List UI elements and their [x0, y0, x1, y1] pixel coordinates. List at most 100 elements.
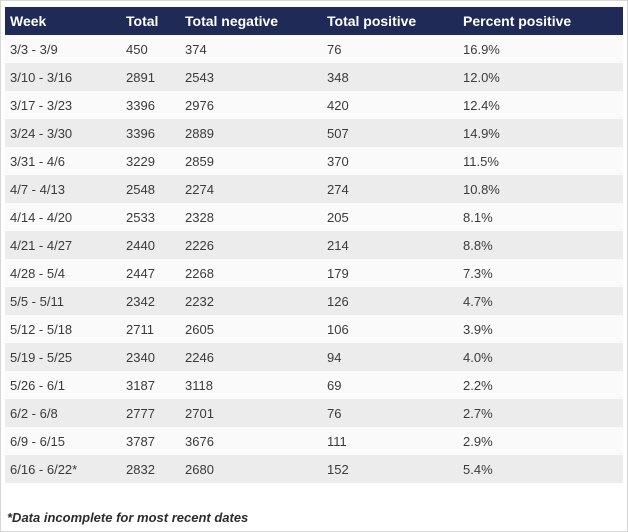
cell-total-negative: 2543 — [185, 69, 214, 85]
cell-total: 2548 — [126, 181, 155, 197]
cell-total-negative: 2889 — [185, 125, 214, 141]
cell-percent-positive: 5.4% — [463, 461, 493, 477]
cell-total: 2533 — [126, 209, 155, 225]
table-row: 3/10 - 3/16 2891 2543 348 12.0% — [5, 63, 623, 91]
cell-total-negative: 2246 — [185, 349, 214, 365]
footnote: *Data incomplete for most recent dates — [7, 510, 249, 525]
cell-week: 5/19 - 5/25 — [10, 349, 73, 365]
table-row: 6/9 - 6/15 3787 3676 111 2.9% — [5, 427, 623, 455]
cell-total-negative: 2605 — [185, 321, 214, 337]
table-row: 3/24 - 3/30 3396 2889 507 14.9% — [5, 119, 623, 147]
cell-week: 5/26 - 6/1 — [10, 377, 65, 393]
header-week: Week — [10, 13, 47, 29]
cell-total: 2447 — [126, 265, 155, 281]
cell-total: 2832 — [126, 461, 155, 477]
cell-total: 3396 — [126, 125, 155, 141]
cell-total-negative: 2232 — [185, 293, 214, 309]
cell-total-negative: 2328 — [185, 209, 214, 225]
cell-percent-positive: 10.8% — [463, 181, 500, 197]
table-header-row: Week Total Total negative Total positive… — [5, 7, 623, 35]
cell-week: 3/24 - 3/30 — [10, 125, 73, 141]
cell-total: 3187 — [126, 377, 155, 393]
cell-total-negative: 2701 — [185, 405, 214, 421]
cell-total-negative: 2268 — [185, 265, 214, 281]
cell-week: 4/28 - 5/4 — [10, 265, 65, 281]
table-row: 5/5 - 5/11 2342 2232 126 4.7% — [5, 287, 623, 315]
cell-total-positive: 420 — [327, 97, 349, 113]
header-total-positive: Total positive — [327, 13, 417, 29]
table-row: 3/31 - 4/6 3229 2859 370 11.5% — [5, 147, 623, 175]
cell-total: 2440 — [126, 237, 155, 253]
cell-week: 3/10 - 3/16 — [10, 69, 73, 85]
cell-total: 2891 — [126, 69, 155, 85]
table-row: 5/26 - 6/1 3187 3118 69 2.2% — [5, 371, 623, 399]
table-row: 3/17 - 3/23 3396 2976 420 12.4% — [5, 91, 623, 119]
cell-week: 6/2 - 6/8 — [10, 405, 58, 421]
cell-week: 6/9 - 6/15 — [10, 433, 65, 449]
cell-percent-positive: 4.7% — [463, 293, 493, 309]
cell-week: 3/17 - 3/23 — [10, 97, 73, 113]
cell-total-positive: 76 — [327, 41, 342, 57]
table-row: 3/3 - 3/9 450 374 76 16.9% — [5, 35, 623, 63]
cell-total-positive: 507 — [327, 125, 349, 141]
cell-total-negative: 2859 — [185, 153, 214, 169]
cell-week: 3/3 - 3/9 — [10, 41, 58, 57]
cell-percent-positive: 12.0% — [463, 69, 500, 85]
table-row: 4/28 - 5/4 2447 2268 179 7.3% — [5, 259, 623, 287]
cell-total-negative: 3676 — [185, 433, 214, 449]
table-row: 5/12 - 5/18 2711 2605 106 3.9% — [5, 315, 623, 343]
table-row: 4/21 - 4/27 2440 2226 214 8.8% — [5, 231, 623, 259]
cell-total-negative: 2274 — [185, 181, 214, 197]
cell-total: 3396 — [126, 97, 155, 113]
cell-total: 2777 — [126, 405, 155, 421]
cell-week: 5/5 - 5/11 — [10, 293, 64, 309]
header-percent-positive: Percent positive — [463, 13, 572, 29]
cell-week: 6/16 - 6/22* — [10, 461, 78, 477]
cell-week: 4/21 - 4/27 — [10, 237, 73, 253]
table-row: 4/7 - 4/13 2548 2274 274 10.8% — [5, 175, 623, 203]
cell-week: 5/12 - 5/18 — [10, 321, 73, 337]
cell-percent-positive: 8.1% — [463, 209, 493, 225]
cell-total-positive: 214 — [327, 237, 349, 253]
cell-total-positive: 126 — [327, 293, 349, 309]
cell-total-negative: 2976 — [185, 97, 214, 113]
cell-total-negative: 3118 — [185, 377, 213, 393]
weekly-test-results-table: Week Total Total negative Total positive… — [5, 7, 623, 483]
cell-percent-positive: 2.9% — [463, 433, 493, 449]
cell-percent-positive: 4.0% — [463, 349, 493, 365]
table-row: 5/19 - 5/25 2340 2246 94 4.0% — [5, 343, 623, 371]
table-row: 4/14 - 4/20 2533 2328 205 8.1% — [5, 203, 623, 231]
cell-total: 450 — [126, 41, 148, 57]
cell-total-positive: 348 — [327, 69, 349, 85]
cell-total-positive: 274 — [327, 181, 349, 197]
cell-total-positive: 94 — [327, 349, 342, 365]
header-total: Total — [126, 13, 159, 29]
cell-total-negative: 374 — [185, 41, 207, 57]
cell-percent-positive: 7.3% — [463, 265, 493, 281]
cell-total-positive: 152 — [327, 461, 349, 477]
cell-total: 3787 — [126, 433, 155, 449]
cell-total-positive: 179 — [327, 265, 349, 281]
cell-total-positive: 370 — [327, 153, 349, 169]
cell-total-negative: 2226 — [185, 237, 214, 253]
cell-week: 4/14 - 4/20 — [10, 209, 73, 225]
table-row: 6/2 - 6/8 2777 2701 76 2.7% — [5, 399, 623, 427]
cell-percent-positive: 2.2% — [463, 377, 493, 393]
cell-total: 2340 — [126, 349, 155, 365]
table-row: 6/16 - 6/22* 2832 2680 152 5.4% — [5, 455, 623, 483]
header-total-negative: Total negative — [185, 13, 279, 29]
cell-total-negative: 2680 — [185, 461, 214, 477]
cell-percent-positive: 11.5% — [463, 153, 499, 169]
cell-total: 2342 — [126, 293, 155, 309]
cell-total-positive: 106 — [327, 321, 349, 337]
cell-percent-positive: 8.8% — [463, 237, 493, 253]
cell-total: 3229 — [126, 153, 155, 169]
cell-week: 4/7 - 4/13 — [10, 181, 65, 197]
cell-percent-positive: 12.4% — [463, 97, 500, 113]
cell-total-positive: 205 — [327, 209, 349, 225]
cell-total: 2711 — [126, 321, 154, 337]
cell-total-positive: 111 — [327, 433, 347, 449]
cell-percent-positive: 16.9% — [463, 41, 500, 57]
cell-total-positive: 76 — [327, 405, 342, 421]
